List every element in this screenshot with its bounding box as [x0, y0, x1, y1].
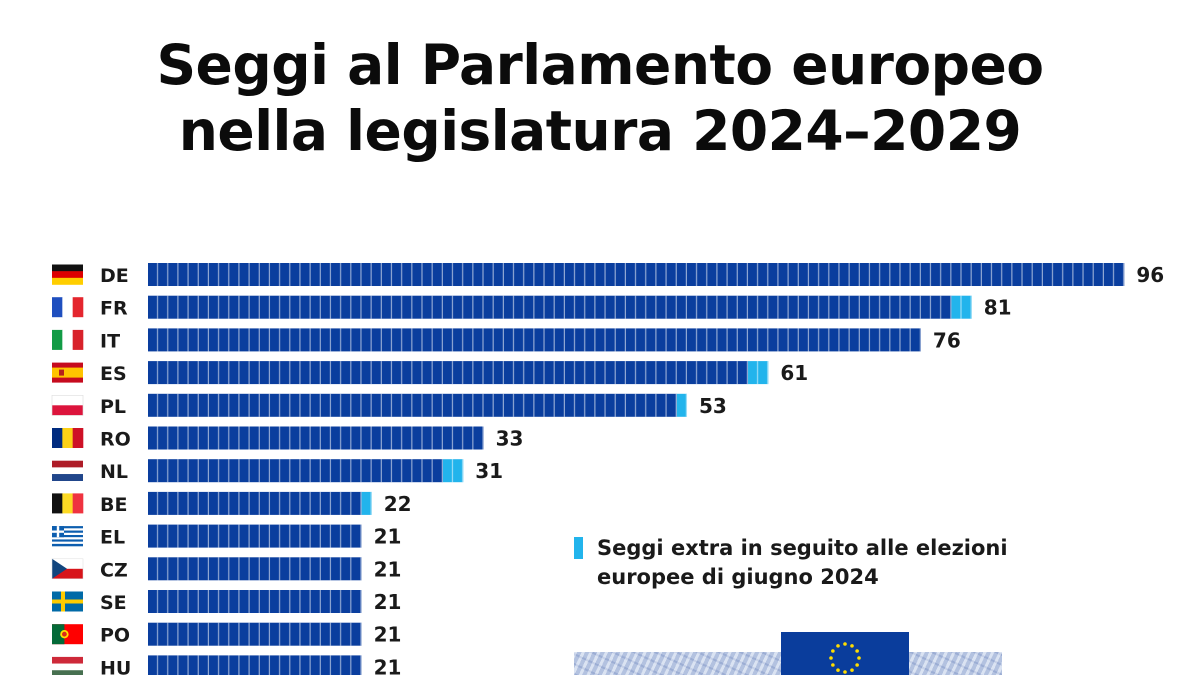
value-label: 21 [374, 623, 402, 647]
bar-row-hu: HU 21 [52, 655, 401, 675]
bar-seat-grid [148, 426, 484, 450]
category-label: EL [100, 527, 125, 549]
sweden-flag-icon [52, 591, 83, 612]
bar-row-be: BE 22 [52, 491, 412, 516]
bar-seat-grid [148, 524, 362, 548]
value-label: 21 [374, 525, 402, 549]
value-label: 53 [699, 394, 727, 418]
eu-star [855, 663, 859, 667]
legend-label: Seggi extra in seguito alle elezioni eur… [597, 534, 1097, 592]
romania-flag-icon [52, 428, 84, 448]
title-line-1: Seggi al Parlamento europeo [156, 33, 1044, 97]
category-label: PL [100, 396, 126, 418]
bar-seat-grid [148, 263, 1125, 286]
value-label: 21 [374, 557, 402, 581]
belgium-flag-icon [52, 493, 84, 514]
chart-title: Seggi al Parlamento europeo nella legisl… [0, 32, 1200, 164]
netherlands-flag-icon [52, 460, 83, 481]
eu-star [843, 670, 847, 674]
bar-seat-grid [148, 491, 372, 515]
bar-seat-grid [148, 295, 972, 319]
germany-flag-icon [52, 264, 83, 285]
value-label: 61 [780, 361, 808, 385]
category-label: RO [100, 429, 131, 451]
eu-star [836, 644, 840, 648]
bar-row-es: ES 61 [52, 361, 808, 385]
legend: Seggi extra in seguito alle elezioni eur… [574, 534, 1097, 592]
value-label: 21 [374, 655, 402, 675]
italy-flag-icon [52, 329, 84, 350]
category-label: IT [100, 330, 120, 352]
greece-flag-icon [52, 526, 83, 547]
bar-row-nl: NL 31 [52, 459, 503, 483]
bar-seat-grid [148, 393, 688, 417]
france-flag-icon [52, 297, 84, 318]
bar-row-cz: CZ 21 [51, 557, 402, 581]
eu-star [831, 649, 835, 653]
value-label: 96 [1136, 263, 1164, 287]
bar-seat-grid [148, 328, 921, 352]
bar-row-po: PO 21 [52, 622, 402, 647]
category-label: NL [100, 461, 128, 483]
bar-seat-grid [148, 361, 769, 385]
eu-star [843, 642, 847, 646]
bar-row-it: IT 76 [52, 328, 961, 352]
eu-flag-icon [781, 632, 909, 675]
eu-star [857, 656, 861, 660]
legend-swatch-extra-seats [574, 537, 583, 559]
eu-star [850, 668, 854, 672]
legend-line-1: Seggi extra in seguito alle elezioni [597, 536, 1008, 560]
category-label: SE [100, 592, 127, 614]
value-label: 81 [984, 296, 1012, 320]
legend-line-2: europee di giugno 2024 [597, 565, 879, 589]
value-label: 76 [933, 328, 961, 352]
category-label: HU [100, 657, 131, 675]
value-label: 33 [496, 427, 524, 451]
category-label: FR [100, 298, 128, 320]
bar-row-pl: PL 53 [51, 393, 727, 418]
value-label: 31 [475, 459, 503, 483]
category-label: CZ [100, 559, 128, 581]
spain-flag-icon [52, 362, 83, 383]
hungary-flag-icon [52, 656, 83, 675]
eu-star [836, 668, 840, 672]
eu-star [855, 649, 859, 653]
bar-row-fr: FR 81 [52, 295, 1012, 320]
value-label: 22 [384, 492, 412, 516]
bar-seat-grid [148, 655, 362, 675]
bar-seat-grid [148, 557, 362, 581]
eu-star [850, 644, 854, 648]
portugal-flag-icon [52, 624, 83, 645]
category-label: ES [100, 363, 127, 385]
category-label: PO [100, 625, 130, 647]
category-label: DE [100, 265, 129, 287]
value-label: 21 [374, 590, 402, 614]
bar-seat-grid [148, 590, 362, 613]
poland-flag-icon [51, 394, 84, 416]
bar-row-se: SE 21 [52, 590, 401, 614]
bar-seat-grid [148, 622, 362, 646]
bar-row-ro: RO 33 [52, 426, 524, 451]
eu-star [829, 656, 833, 660]
bar-seat-grid [148, 459, 464, 483]
bar-row-de: DE 96 [52, 263, 1164, 287]
bar-row-el: EL 21 [52, 524, 402, 549]
eu-star [831, 663, 835, 667]
category-label: BE [100, 494, 127, 516]
czechia-flag-icon [51, 558, 84, 580]
title-line-2: nella legislatura 2024–2029 [178, 99, 1022, 163]
